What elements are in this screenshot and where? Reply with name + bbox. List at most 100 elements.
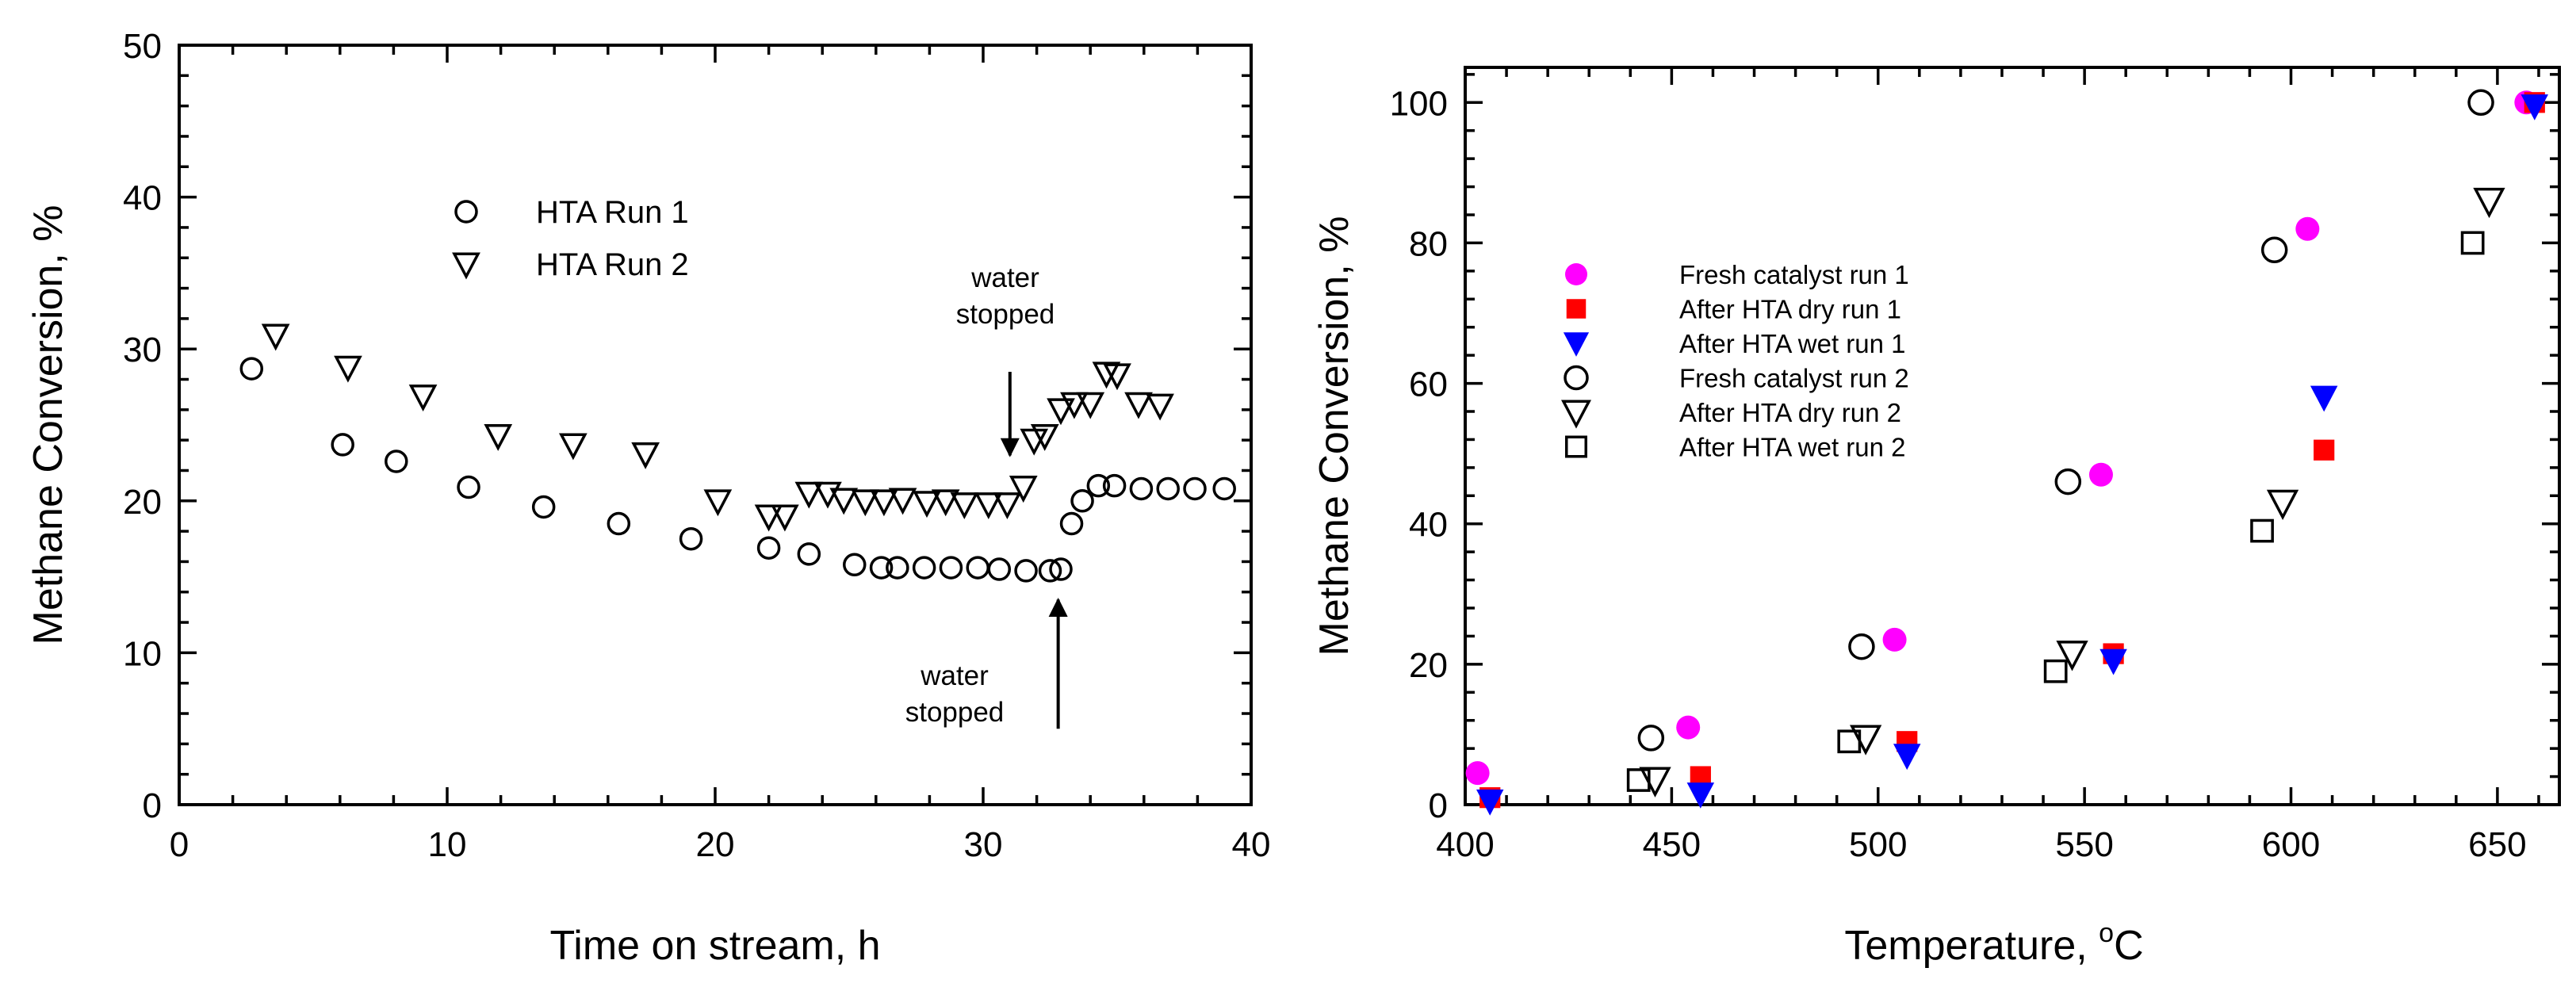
left-point-hta-run-1	[457, 475, 480, 499]
left-point-hta-run-2	[408, 384, 438, 412]
left-series-hta-run-2	[261, 323, 1174, 532]
left-point-hta-run-2	[931, 489, 960, 517]
left-legend-marker-hta-run-1	[454, 200, 478, 224]
left-point-hta-run-1	[1156, 476, 1180, 501]
left-point-hta-run-1	[1102, 473, 1127, 498]
right-point-after-hta-wet-run-2	[1626, 768, 1651, 792]
left-point-hta-run-2	[1060, 392, 1089, 419]
right-point-after-hta-dry-run-2	[2473, 187, 2505, 219]
left-point-hta-run-1	[607, 511, 631, 536]
left-legend: HTA Run 1 HTA Run 2	[452, 195, 689, 282]
right-x-axis-title-main: Temperature,	[1844, 923, 2099, 969]
right-point-after-hta-wet-run-1	[1686, 782, 1715, 809]
left-point-hta-run-2	[870, 489, 898, 517]
left-y-tick-label: 40	[123, 179, 162, 218]
left-chart: 0 10 20 30 40 0 10 20 30 40 50 Time on stream, h M…	[25, 27, 1270, 969]
right-point-fresh-catalyst-run-1	[2088, 462, 2113, 487]
right-point-fresh-catalyst-run-2	[1848, 633, 1875, 660]
right-point-after-hta-wet-run-1	[2310, 385, 2338, 412]
right-point-fresh-catalyst-run-1	[1676, 715, 1701, 740]
right-legend-marker-fresh-catalyst-run-1	[1565, 263, 1587, 285]
left-point-hta-run-1	[1212, 476, 1236, 501]
annotation-label: water	[920, 660, 989, 691]
annotation-label: stopped	[956, 299, 1055, 330]
left-data-points	[239, 323, 1236, 583]
right-y-tick-label: 80	[1409, 224, 1448, 263]
right-point-fresh-catalyst-run-1	[2295, 216, 2320, 241]
right-series-after-hta-wet-run-2	[1626, 231, 2485, 792]
right-ticks	[1464, 67, 2559, 806]
left-point-hta-run-1	[239, 357, 264, 381]
left-x-axis-title: Time on stream, h	[549, 923, 880, 969]
left-series-hta-run-1	[239, 357, 1236, 583]
right-series-after-hta-dry-run-1	[1479, 92, 2545, 809]
left-y-tick-label: 10	[123, 634, 162, 673]
right-y-tick-label: 0	[1429, 786, 1448, 825]
right-legend-label-after-hta-dry-run-1: After HTA dry run 1	[1679, 295, 1901, 324]
right-legend-label-fresh-catalyst-run-1: Fresh catalyst run 1	[1679, 260, 1909, 289]
left-point-hta-run-2	[703, 489, 733, 517]
right-x-tick-label: 650	[2468, 825, 2526, 864]
left-point-hta-run-2	[261, 323, 290, 351]
left-point-hta-run-2	[1092, 362, 1121, 389]
left-point-hta-run-1	[1059, 511, 1084, 536]
left-point-hta-run-2	[1146, 393, 1174, 421]
left-point-hta-run-2	[913, 491, 941, 518]
right-point-fresh-catalyst-run-1	[1882, 627, 1907, 652]
left-x-tick-label: 10	[428, 825, 467, 864]
right-point-after-hta-wet-run-2	[1837, 729, 1862, 754]
left-y-tick-label: 30	[123, 331, 162, 369]
right-legend-label-after-hta-wet-run-2: After HTA wet run 2	[1679, 433, 1906, 462]
right-point-fresh-catalyst-run-2	[2054, 468, 2082, 495]
right-chart: 400 450 500 550 600 650 0 20 40 60 80 100 Temperatu…	[1311, 66, 2561, 969]
left-point-hta-run-1	[679, 526, 703, 551]
left-point-hta-run-2	[794, 481, 824, 509]
right-point-after-hta-dry-run-1	[2314, 439, 2335, 461]
left-y-tick-label: 0	[143, 786, 162, 825]
left-point-hta-run-2	[1047, 398, 1075, 426]
left-point-hta-run-1	[797, 542, 821, 566]
right-point-fresh-catalyst-run-1	[1465, 761, 1490, 786]
right-y-tick-label: 60	[1409, 365, 1448, 404]
right-point-fresh-catalyst-run-2	[2260, 236, 2288, 264]
annotation-label: water	[970, 262, 1039, 293]
left-x-tick-label: 0	[170, 825, 189, 864]
left-point-hta-run-2	[974, 492, 1003, 520]
right-legend-marker-after-hta-wet-run-2	[1565, 435, 1587, 458]
left-point-hta-run-1	[987, 557, 1012, 581]
left-point-hta-run-1	[843, 553, 867, 577]
right-legend-label-after-hta-wet-run-1: After HTA wet run 1	[1679, 329, 1906, 358]
right-point-after-hta-dry-run-2	[2266, 489, 2299, 521]
right-point-after-hta-wet-run-2	[2250, 518, 2274, 543]
left-point-hta-run-1	[869, 556, 894, 580]
right-point-after-hta-dry-run-2	[2056, 641, 2088, 671]
right-point-after-hta-wet-run-2	[2043, 659, 2068, 683]
left-point-hta-run-1	[1070, 489, 1094, 513]
left-point-hta-run-1	[1183, 476, 1207, 501]
right-plot-frame	[1464, 66, 2561, 806]
left-point-hta-run-1	[886, 556, 909, 580]
left-point-hta-run-2	[631, 442, 660, 469]
left-point-hta-run-2	[888, 488, 917, 515]
right-point-after-hta-wet-run-1	[2099, 648, 2127, 675]
right-legend-marker-after-hta-dry-run-2	[1561, 400, 1591, 429]
right-x-tick-label: 450	[1643, 825, 1701, 864]
left-point-hta-run-1	[939, 556, 963, 580]
right-x-axis-title-degree: o	[2099, 918, 2114, 948]
right-tick-labels: 400 450 500 550 600 650 0 20 40 60 80 100	[1390, 84, 2527, 864]
left-point-hta-run-1	[966, 556, 989, 580]
left-y-axis-title: Methane Conversion, %	[25, 205, 71, 645]
left-point-hta-run-2	[993, 492, 1022, 520]
right-x-tick-label: 400	[1436, 825, 1494, 864]
left-x-tick-label: 20	[696, 825, 735, 864]
right-point-fresh-catalyst-run-2	[2467, 89, 2494, 117]
left-point-hta-run-1	[912, 556, 936, 580]
right-series-fresh-catalyst-run-2	[1637, 89, 2494, 752]
right-point-after-hta-wet-run-2	[2460, 231, 2485, 255]
left-annotations: water stopped water stopped	[905, 262, 1068, 729]
left-point-hta-run-1	[1038, 559, 1062, 583]
left-point-hta-run-2	[770, 504, 799, 532]
right-y-tick-label: 40	[1409, 506, 1448, 545]
right-legend-marker-fresh-catalyst-run-2	[1564, 365, 1589, 391]
left-point-hta-run-1	[756, 536, 781, 560]
